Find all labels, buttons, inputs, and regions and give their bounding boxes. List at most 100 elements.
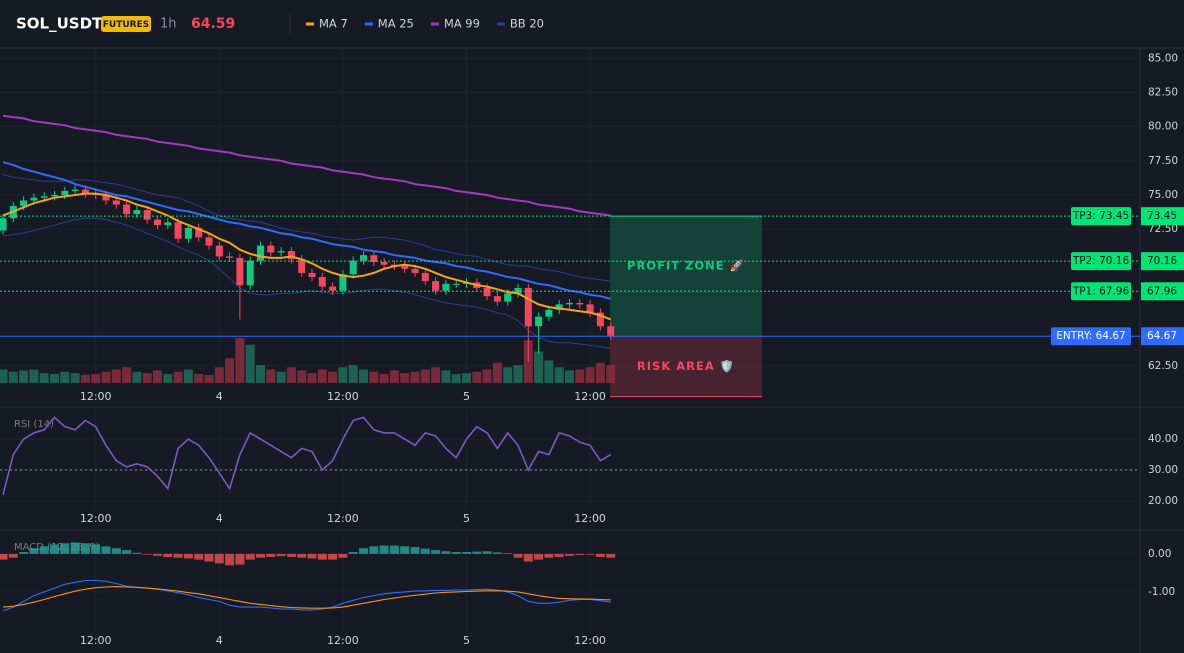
badge-bg [101, 16, 151, 32]
x-tick-label: 4 [216, 512, 223, 525]
candle-body [123, 204, 131, 215]
volume-bar [565, 370, 574, 383]
last-price: 64.59 [191, 16, 235, 32]
macd-histogram [132, 552, 142, 554]
candle-body [40, 196, 48, 198]
volume-bar [307, 373, 317, 383]
x-tick-label: 12:00 [574, 512, 606, 525]
macd-histogram [153, 553, 162, 556]
macd-histogram [266, 553, 276, 557]
trade-zone [610, 336, 762, 397]
symbol[interactable]: SOL_USDT [16, 15, 103, 33]
macd-histogram [359, 548, 368, 554]
macd-histogram [379, 545, 389, 554]
volume-bar [606, 365, 616, 383]
macd-histogram [503, 553, 513, 554]
macd-histogram [256, 553, 265, 558]
level-tag-bg [1071, 252, 1131, 271]
x-tick-label: 5 [463, 634, 470, 647]
macd-histogram [544, 553, 554, 558]
macd-histogram [338, 553, 348, 558]
macd-histogram [328, 553, 338, 560]
macd-histogram [245, 553, 255, 560]
volume-bar [214, 367, 224, 383]
volume-bar [266, 369, 276, 383]
volume-bar [70, 373, 80, 383]
x-tick-label: 12:00 [574, 390, 606, 403]
volume-bar [122, 367, 132, 383]
x-tick-label: 12:00 [574, 634, 606, 647]
volume-bar [595, 362, 605, 383]
macd-histogram [523, 553, 533, 562]
bb-upper [2, 174, 611, 282]
candle-body [246, 260, 254, 286]
axis-tag-bg [1141, 282, 1184, 301]
candle-body [308, 272, 316, 278]
y-tick-label: 20.00 [1148, 495, 1178, 507]
macd-histogram [19, 552, 29, 554]
candle-body [576, 303, 584, 305]
badge: FUTURES [103, 20, 149, 30]
volume-bar [554, 367, 564, 383]
x-tick-label: 12:00 [80, 634, 112, 647]
legend-label[interactable]: MA 25 [378, 17, 414, 31]
volume-bar [204, 374, 214, 383]
volume-bar [369, 371, 379, 383]
candle-body [555, 304, 563, 310]
candle-body [287, 251, 295, 260]
macd-histogram [101, 546, 111, 554]
y-tick-label: 75.00 [1148, 189, 1178, 201]
legend-label[interactable]: BB 20 [510, 17, 544, 31]
candle-body [0, 218, 7, 231]
volume-bar [50, 374, 59, 383]
volume-bar [348, 365, 358, 383]
candle-body [432, 281, 440, 291]
macd-histogram [389, 545, 399, 554]
legend-label[interactable]: MA 99 [444, 17, 480, 31]
macd-histogram [0, 553, 8, 560]
zone-label: RISK AREA 🛡️ [637, 359, 735, 373]
macd-histogram [163, 553, 173, 557]
candle-body [380, 261, 388, 265]
macd-histogram [317, 553, 327, 560]
volume-bar [317, 369, 327, 383]
macd-histogram [204, 553, 214, 562]
level-tag-bg [1071, 207, 1131, 226]
level-tag: TP2: 70.16 [1072, 255, 1130, 267]
macd-histogram [420, 548, 430, 554]
macd-histogram [369, 546, 379, 554]
ma-line [2, 192, 612, 321]
x-tick-label: 12:00 [327, 512, 359, 525]
y-tick-label: 77.50 [1148, 155, 1178, 167]
candle-body [215, 245, 223, 257]
volume-bar [451, 374, 461, 383]
candle-body [524, 287, 532, 327]
level-tag-bg [1051, 327, 1131, 346]
volume-bar [431, 367, 441, 383]
volume-bar [513, 365, 523, 383]
interval[interactable]: 1h [160, 17, 177, 32]
volume-bar [225, 358, 235, 383]
volume-bar [163, 374, 173, 383]
volume-bar [410, 371, 420, 383]
volume-bar [245, 344, 255, 383]
legend-label[interactable]: MA 7 [319, 17, 348, 31]
candle-body [411, 268, 419, 273]
level-tag: ENTRY: 64.67 [1056, 330, 1125, 342]
volume-bar [8, 371, 18, 383]
macd-histogram [585, 553, 595, 555]
volume-bar [359, 369, 368, 383]
x-tick-label: 12:00 [80, 512, 112, 525]
candle-body [154, 219, 161, 226]
candle-body [277, 251, 285, 253]
volume-bar [19, 370, 29, 383]
y-tick-label: 72.50 [1148, 223, 1178, 235]
candle-body [442, 283, 450, 291]
macd-histogram [472, 551, 482, 554]
candle-body [164, 222, 172, 226]
candle-body [51, 194, 58, 197]
level-tag: TP1: 67.96 [1072, 285, 1130, 297]
volume-bar [80, 374, 90, 383]
volume-bar [482, 369, 492, 383]
